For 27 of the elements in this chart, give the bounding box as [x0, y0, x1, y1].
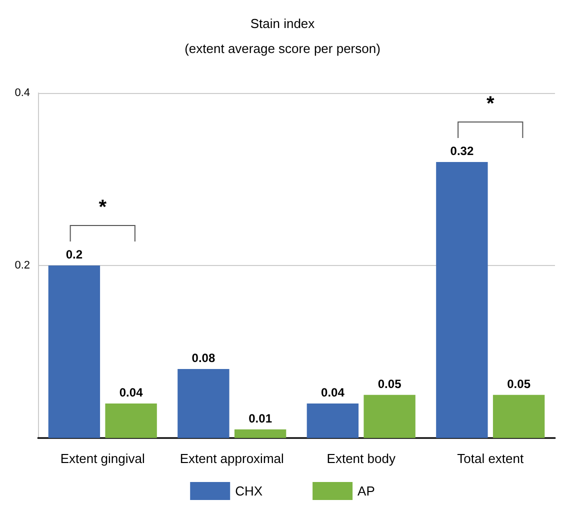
x-tick-label: Extent body	[326, 451, 396, 466]
x-tick-label: Extent gingival	[60, 451, 146, 466]
data-label: 0.08	[192, 351, 216, 365]
bar	[364, 394, 416, 438]
x-tick-label: Extent approximal	[180, 451, 284, 466]
chart-subtitle: (extent average score per person)	[184, 41, 380, 56]
data-label: 0.05	[378, 376, 402, 391]
bar	[436, 162, 488, 438]
bar	[492, 394, 545, 438]
y-tick-label: 0.4	[14, 87, 30, 99]
legend-label: AP	[358, 484, 375, 498]
data-label: 0.2	[66, 248, 83, 262]
bar	[306, 404, 359, 438]
legend-label: CHX	[235, 484, 263, 498]
chart-title: Stain index	[250, 16, 316, 31]
bar	[178, 369, 230, 438]
bar	[48, 266, 100, 438]
data-label: 0.01	[248, 411, 272, 426]
bar	[234, 429, 286, 438]
annotation: *	[486, 93, 494, 115]
x-tick-label: Total extent	[457, 451, 524, 466]
data-label: 0.04	[321, 386, 345, 400]
data-label: 0.32	[450, 144, 474, 158]
annotation: *	[98, 196, 107, 218]
data-label: 0.04	[119, 386, 144, 400]
data-label: 0.05	[507, 376, 531, 391]
bar	[105, 404, 157, 438]
